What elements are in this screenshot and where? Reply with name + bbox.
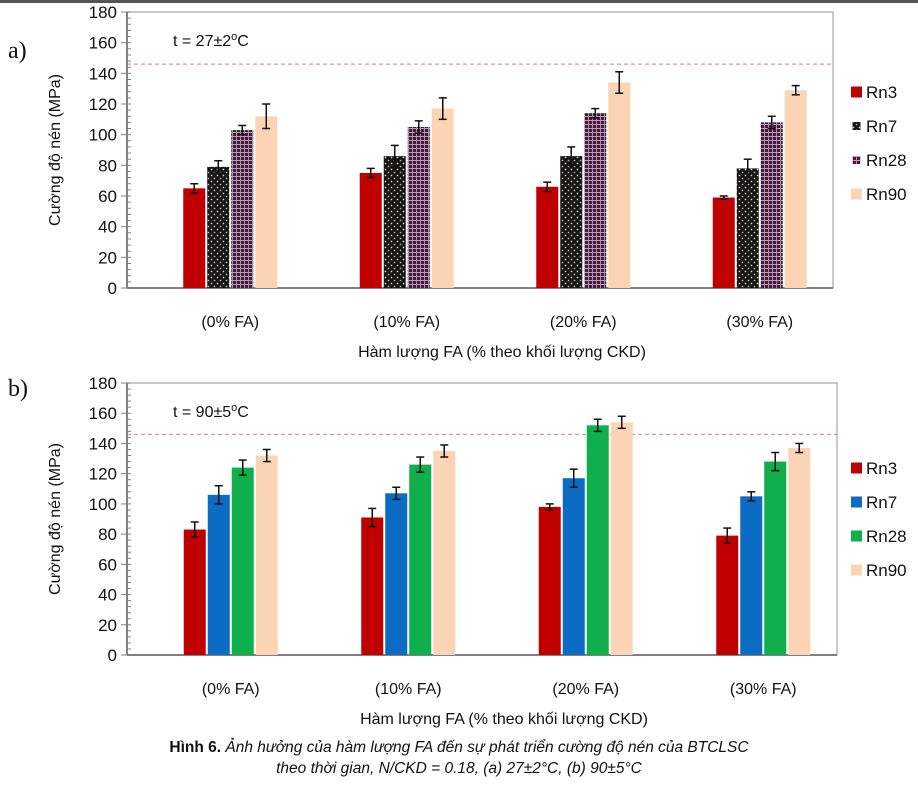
legend-swatch-rn90: [851, 188, 862, 200]
bar-rn90-0: [255, 116, 278, 289]
x-tick-label: (0% FA): [202, 681, 260, 698]
y-tick-label: 20: [98, 248, 117, 267]
caption-label: Hình 6.: [169, 739, 222, 756]
y-tick-label: 100: [89, 495, 117, 514]
bar-rn7-1: [383, 156, 406, 288]
bar-rn7-0: [207, 166, 230, 288]
y-axis-label: Cường độ nén (MPa): [47, 74, 64, 226]
x-tick-label: (10% FA): [375, 681, 442, 698]
bar-rn28-3: [760, 122, 783, 289]
legend-label-rn3: Rn3: [866, 459, 897, 478]
y-tick-label: 40: [98, 586, 117, 605]
y-tick-label: 180: [89, 374, 117, 393]
bar-rn7-3: [736, 168, 759, 288]
y-tick-label: 80: [98, 525, 117, 544]
bar-rn7-0: [207, 494, 230, 655]
x-axis-label: Hàm lượng FA (% theo khối lượng CKD): [358, 344, 646, 361]
legend-swatch-rn7: [851, 496, 862, 508]
x-tick-label: (0% FA): [201, 314, 259, 331]
bar-rn90-3: [788, 447, 811, 655]
legend-swatch-rn3: [851, 86, 862, 98]
y-tick-label: 0: [108, 646, 117, 665]
bar-rn7-3: [740, 496, 763, 655]
bar-rn90-2: [608, 82, 631, 289]
bar-rn28-1: [409, 464, 432, 655]
bar-rn3-3: [716, 535, 739, 655]
legend-swatch-rn28: [852, 156, 861, 164]
y-tick-label: 120: [89, 465, 117, 484]
bar-rn28-2: [586, 425, 609, 655]
legend-label-rn7: Rn7: [866, 493, 897, 512]
temperature-annotation: t = 27±2oC: [173, 31, 249, 50]
chart-panel-a: 0 20 40 60 80 100 120 140 160 180 Cường độ nén (MP…: [47, 3, 907, 361]
y-tick-label: 160: [89, 404, 117, 423]
bar-rn90-2: [610, 422, 633, 655]
legend-swatch-rn28: [851, 530, 862, 542]
bar-rn90-0: [255, 455, 278, 655]
top-border: [0, 0, 918, 3]
legend-swatch-rn90: [851, 564, 862, 576]
x-tick-label: (20% FA): [552, 681, 619, 698]
bar-rn3-0: [183, 188, 206, 288]
legend-label-rn28: Rn28: [866, 527, 907, 546]
bar-rn90-1: [431, 108, 454, 288]
x-tick-label: (30% FA): [730, 681, 797, 698]
y-tick-label: 180: [89, 3, 117, 22]
bar-rn28-1: [407, 127, 430, 288]
chart-panel-b: 0 20 40 60 80 100 120 140 160 180 Cường độ nén (MP…: [47, 374, 907, 728]
x-tick-label: (10% FA): [373, 314, 440, 331]
temperature-annotation: t = 90±5oC: [173, 402, 249, 421]
y-tick-label: 80: [98, 156, 117, 175]
caption-line2: theo thời gian, N/CKD = 0.18, (a) 27±2°C…: [276, 760, 642, 777]
y-tick-label: 120: [89, 95, 117, 114]
panel-label-a: a): [8, 38, 27, 64]
x-axis-label: Hàm lượng FA (% theo khối lượng CKD): [360, 711, 648, 728]
figure-caption: Hình 6. Ảnh hưởng của hàm lượng FA đến s…: [0, 737, 918, 779]
y-tick-label: 60: [98, 555, 117, 574]
y-tick-label: 40: [98, 218, 117, 237]
bar-rn28-2: [584, 113, 607, 288]
x-tick-label: (20% FA): [550, 314, 617, 331]
legend-label-rn90: Rn90: [866, 185, 907, 204]
bar-rn3-1: [359, 173, 382, 288]
legend-swatch-rn3: [851, 462, 862, 474]
legend-swatch-rn7: [852, 122, 861, 130]
bar-rn7-2: [562, 478, 585, 655]
bar-rn3-3: [712, 197, 735, 288]
bar-rn28-0: [231, 467, 254, 655]
y-tick-label: 140: [89, 434, 117, 453]
legend-label-rn28: Rn28: [866, 151, 907, 170]
y-tick-label: 140: [89, 64, 117, 83]
bar-rn3-0: [183, 529, 206, 655]
y-tick-label: 100: [89, 126, 117, 145]
bar-rn7-1: [385, 493, 408, 655]
legend-label-rn3: Rn3: [866, 83, 897, 102]
y-tick-label: 20: [98, 616, 117, 635]
bar-rn3-2: [536, 186, 559, 288]
x-tick-label: (30% FA): [726, 314, 793, 331]
bar-rn7-2: [560, 156, 583, 288]
panel-label-b: b): [8, 376, 28, 402]
bar-rn3-1: [361, 517, 384, 655]
y-tick-label: 60: [98, 187, 117, 206]
bar-rn3-2: [538, 506, 561, 655]
bar-rn90-1: [433, 451, 456, 655]
caption-line1: Ảnh hưởng của hàm lượng FA đến sự phát t…: [225, 739, 749, 756]
y-tick-label: 160: [89, 34, 117, 53]
legend-label-rn90: Rn90: [866, 561, 907, 580]
y-tick-label: 0: [108, 279, 117, 298]
bar-rn90-3: [784, 90, 807, 288]
legend-label-rn7: Rn7: [866, 117, 897, 136]
bar-rn28-3: [764, 461, 787, 655]
y-axis-label: Cường độ nén (MPa): [47, 443, 64, 595]
bar-rn28-0: [231, 130, 254, 288]
